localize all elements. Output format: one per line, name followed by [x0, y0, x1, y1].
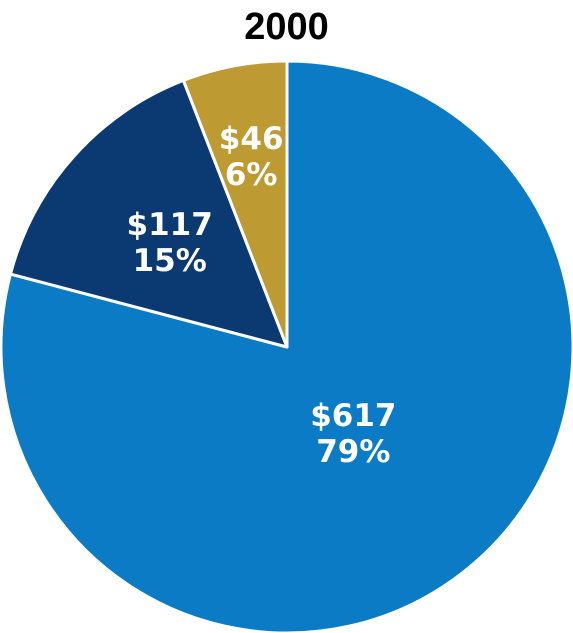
slice-value-label-1: $617 — [310, 398, 396, 434]
slice-value-label-3: $46 — [219, 121, 284, 157]
slice-percent-label-3: 6% — [225, 157, 278, 193]
pie-slice-2 — [8, 78, 289, 349]
pie-slices — [0, 59, 573, 633]
slice-percent-label-1: 79% — [316, 434, 390, 470]
chart-title: 2000 — [244, 6, 329, 48]
pie-slice-3 — [181, 59, 289, 349]
slice-percent-label-2: 15% — [133, 243, 207, 279]
slice-value-label-2: $117 — [127, 207, 213, 243]
